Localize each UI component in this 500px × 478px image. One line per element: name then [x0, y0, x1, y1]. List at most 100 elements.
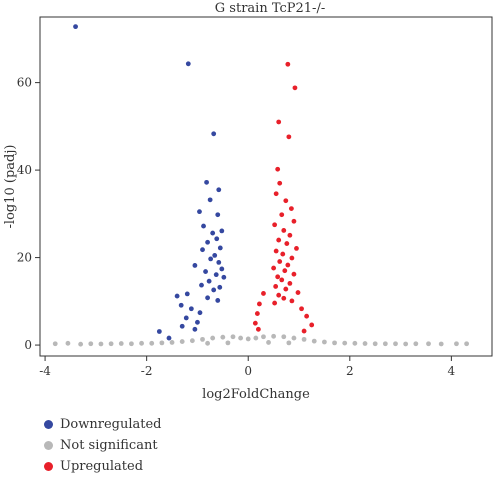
point-upregulated [279, 212, 285, 218]
chart-title: G strain TcP21-/- [215, 1, 325, 16]
point-downregulated [214, 236, 220, 242]
point-upregulated [271, 265, 277, 271]
legend-swatch-not-significant [44, 441, 53, 450]
point-upregulated [289, 298, 295, 304]
point-not-significant [261, 334, 266, 340]
point-not-significant [301, 336, 307, 342]
point-not-significant [332, 340, 337, 346]
point-upregulated [276, 292, 282, 298]
legend-item-downregulated: Downregulated [44, 414, 162, 435]
series-downregulated [73, 24, 227, 341]
point-not-significant [169, 340, 175, 345]
point-upregulated [287, 232, 293, 238]
point-downregulated [197, 310, 203, 316]
point-downregulated [184, 291, 190, 297]
point-upregulated [281, 295, 287, 301]
point-not-significant [245, 336, 251, 342]
point-not-significant [464, 341, 470, 347]
point-downregulated [210, 230, 216, 236]
point-downregulated [201, 223, 206, 229]
point-downregulated [205, 295, 210, 301]
point-not-significant [200, 336, 205, 342]
y-tick-label: 20 [17, 251, 32, 265]
series-upregulated [252, 61, 315, 334]
point-not-significant [426, 341, 431, 347]
point-not-significant [266, 340, 271, 345]
point-not-significant [311, 338, 317, 344]
point-upregulated [283, 286, 289, 292]
point-upregulated [255, 326, 261, 332]
point-downregulated [166, 335, 172, 341]
point-upregulated [291, 218, 297, 224]
legend-label-upregulated: Upregulated [60, 459, 144, 474]
y-axis-label: -log10 (padj) [3, 145, 18, 229]
point-downregulated [199, 282, 204, 288]
point-upregulated [277, 180, 283, 186]
legend-item-not-significant: Not significant [44, 435, 162, 456]
point-not-significant [382, 341, 388, 347]
point-downregulated [211, 287, 217, 293]
point-not-significant [210, 335, 216, 341]
point-downregulated [217, 245, 223, 251]
point-upregulated [279, 277, 285, 283]
point-downregulated [208, 256, 214, 262]
point-not-significant [393, 341, 398, 347]
x-tick-label: 0 [244, 364, 252, 378]
point-upregulated [282, 268, 288, 274]
point-not-significant [52, 341, 58, 347]
point-not-significant [118, 341, 124, 346]
plot-frame [39, 16, 493, 357]
point-not-significant [238, 335, 244, 341]
point-upregulated [261, 291, 266, 296]
point-not-significant [253, 335, 259, 341]
point-upregulated [289, 255, 295, 261]
point-upregulated [288, 206, 294, 211]
point-downregulated [203, 269, 208, 274]
legend-swatch-upregulated [44, 462, 53, 471]
point-not-significant [403, 341, 409, 347]
point-upregulated [285, 61, 291, 67]
point-downregulated [207, 197, 213, 203]
x-tick-label: -2 [141, 364, 153, 378]
point-upregulated [280, 251, 286, 257]
point-upregulated [275, 166, 281, 172]
x-tick-label: 2 [346, 364, 354, 378]
point-upregulated [275, 274, 281, 280]
y-tick-label: 0 [24, 338, 32, 352]
point-upregulated [294, 245, 299, 251]
point-upregulated [299, 306, 304, 312]
point-upregulated [301, 328, 307, 334]
point-downregulated [219, 266, 225, 272]
point-downregulated [204, 179, 209, 185]
point-upregulated [304, 313, 310, 319]
point-not-significant [159, 340, 165, 346]
point-upregulated [283, 198, 289, 204]
point-downregulated [206, 278, 212, 284]
point-not-significant [65, 340, 71, 346]
point-not-significant [438, 341, 444, 347]
point-upregulated [286, 134, 292, 140]
point-not-significant [372, 341, 378, 347]
point-upregulated [309, 322, 315, 328]
x-tick-label: -4 [39, 364, 51, 378]
point-upregulated [285, 262, 291, 268]
point-downregulated [212, 252, 218, 258]
point-upregulated [287, 280, 293, 286]
point-not-significant [291, 335, 297, 341]
point-upregulated [292, 85, 298, 91]
legend-label-downregulated: Downregulated [60, 417, 162, 432]
point-downregulated [221, 274, 227, 280]
point-downregulated [183, 315, 189, 321]
point-upregulated [281, 228, 287, 233]
point-downregulated [178, 302, 184, 308]
point-not-significant [220, 334, 226, 340]
point-upregulated [272, 300, 278, 306]
point-not-significant [139, 340, 144, 346]
point-not-significant [149, 340, 155, 346]
point-not-significant [88, 341, 94, 347]
point-downregulated [216, 187, 222, 193]
point-not-significant [230, 334, 236, 340]
point-downregulated [211, 131, 217, 137]
